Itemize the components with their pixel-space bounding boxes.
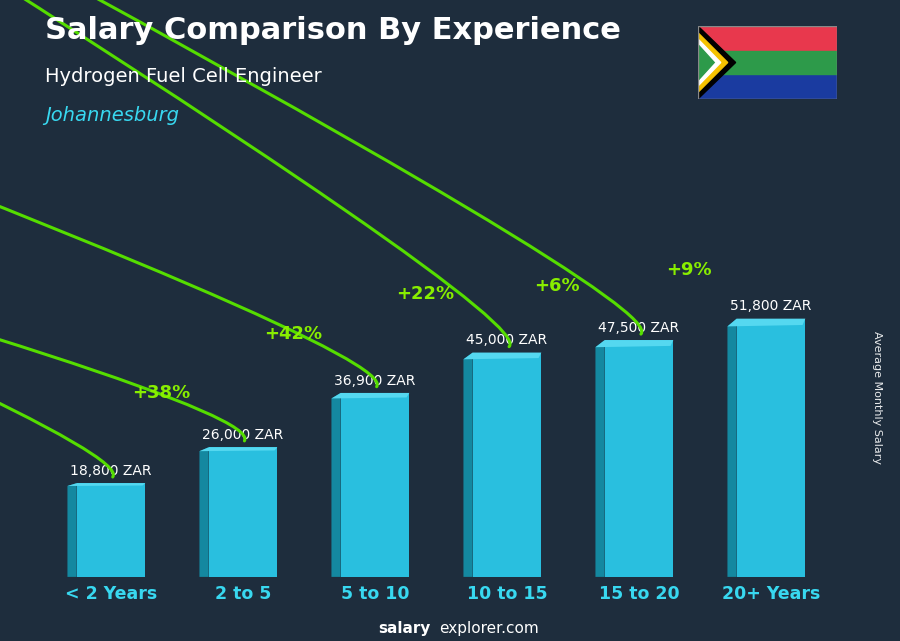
Polygon shape xyxy=(596,340,673,347)
FancyBboxPatch shape xyxy=(209,447,277,577)
Polygon shape xyxy=(698,38,721,87)
Text: +22%: +22% xyxy=(396,285,454,303)
Text: 26,000 ZAR: 26,000 ZAR xyxy=(202,428,284,442)
Polygon shape xyxy=(464,353,541,359)
FancyBboxPatch shape xyxy=(605,340,673,577)
Polygon shape xyxy=(68,483,145,486)
FancyBboxPatch shape xyxy=(341,393,410,577)
Polygon shape xyxy=(596,340,605,577)
Text: +6%: +6% xyxy=(535,277,580,296)
Polygon shape xyxy=(698,26,735,99)
Text: 18,800 ZAR: 18,800 ZAR xyxy=(70,464,152,478)
Text: salary: salary xyxy=(378,621,430,637)
Polygon shape xyxy=(464,353,472,577)
Polygon shape xyxy=(727,319,737,577)
Text: Johannesburg: Johannesburg xyxy=(45,106,179,125)
Text: Salary Comparison By Experience: Salary Comparison By Experience xyxy=(45,16,621,45)
Bar xyxy=(698,64,837,99)
Polygon shape xyxy=(698,44,715,81)
Polygon shape xyxy=(200,447,277,451)
FancyBboxPatch shape xyxy=(472,353,541,577)
FancyBboxPatch shape xyxy=(737,319,806,577)
Polygon shape xyxy=(727,319,806,326)
Text: explorer.com: explorer.com xyxy=(439,621,539,637)
Text: +9%: +9% xyxy=(666,261,712,279)
Bar xyxy=(698,26,837,61)
Text: 36,900 ZAR: 36,900 ZAR xyxy=(334,374,416,388)
Text: +38%: +38% xyxy=(132,385,190,403)
Text: Average Monthly Salary: Average Monthly Salary xyxy=(872,331,883,464)
Text: Hydrogen Fuel Cell Engineer: Hydrogen Fuel Cell Engineer xyxy=(45,67,322,87)
Polygon shape xyxy=(698,32,728,93)
Text: +42%: +42% xyxy=(264,325,322,343)
Text: 45,000 ZAR: 45,000 ZAR xyxy=(466,333,547,347)
FancyBboxPatch shape xyxy=(76,483,145,577)
Polygon shape xyxy=(200,447,209,577)
Polygon shape xyxy=(68,483,76,577)
Polygon shape xyxy=(331,393,341,577)
Text: 51,800 ZAR: 51,800 ZAR xyxy=(730,299,812,313)
Polygon shape xyxy=(331,393,410,399)
Text: 47,500 ZAR: 47,500 ZAR xyxy=(598,320,680,335)
Bar xyxy=(698,51,837,74)
